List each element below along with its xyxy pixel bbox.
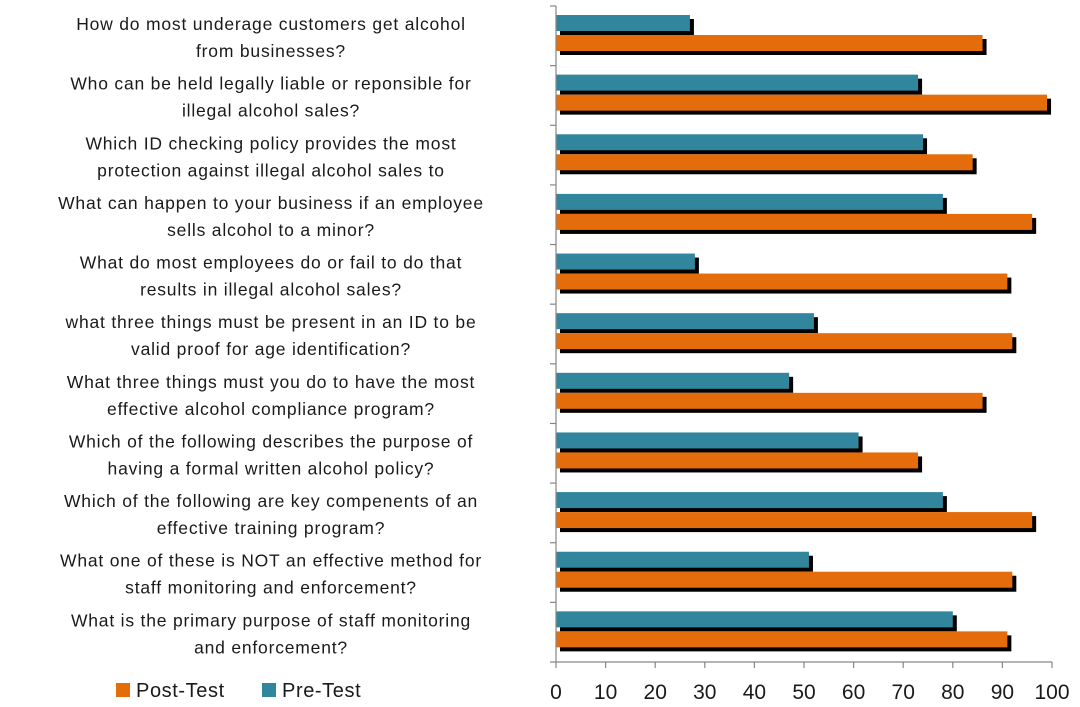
category-label: what three things must be present in an … bbox=[65, 312, 477, 332]
category-label: having a formal written alcohol policy? bbox=[108, 458, 435, 478]
post-test-bar bbox=[556, 452, 919, 469]
x-tick-label: 80 bbox=[941, 681, 964, 704]
category-label: from businesses? bbox=[196, 41, 346, 61]
pre-test-bar bbox=[556, 551, 809, 568]
x-axis: 0 10 20 30 40 50 60 70 80 90 100 bbox=[550, 5, 1070, 704]
pre-test-bar bbox=[556, 15, 690, 31]
category-label: illegal alcohol sales? bbox=[182, 101, 360, 121]
post-test-bar bbox=[556, 154, 973, 171]
legend-swatch bbox=[262, 683, 276, 697]
category-label: protection against illegal alcohol sales… bbox=[97, 160, 445, 180]
legend-swatch bbox=[116, 683, 130, 697]
category-label: sells alcohol to a minor? bbox=[167, 220, 375, 240]
post-test-bar bbox=[556, 631, 1008, 648]
legend-label: Pre-Test bbox=[282, 680, 361, 702]
pre-test-bar bbox=[556, 611, 953, 628]
legend-label: Post-Test bbox=[136, 680, 225, 702]
x-tick-label: 50 bbox=[792, 681, 815, 704]
category-label: staff monitoring and enforcement? bbox=[125, 578, 417, 598]
category-labels: How do most underage customers get alcoh… bbox=[58, 14, 484, 657]
post-test-bar bbox=[556, 333, 1013, 350]
category-label: effective training program? bbox=[157, 518, 385, 538]
post-test-bar bbox=[556, 213, 1033, 230]
bars bbox=[556, 15, 1052, 652]
category-label: Which of the following describes the pur… bbox=[69, 431, 473, 451]
pre-test-bar bbox=[556, 253, 695, 270]
post-test-bar bbox=[556, 273, 1008, 290]
pre-test-bar bbox=[556, 134, 924, 151]
post-test-bar bbox=[556, 35, 983, 51]
x-tick-label: 90 bbox=[991, 681, 1014, 704]
category-label: What three things must you do to have th… bbox=[67, 372, 475, 392]
x-tick-label: 10 bbox=[594, 681, 617, 704]
x-tick-label: 0 bbox=[550, 681, 562, 704]
x-tick-label: 40 bbox=[743, 681, 766, 704]
post-test-bar bbox=[556, 94, 1048, 111]
category-label: What is the primary purpose of staff mon… bbox=[71, 610, 471, 630]
x-tick-label: 20 bbox=[644, 681, 667, 704]
x-tick-label: 30 bbox=[693, 681, 716, 704]
post-test-bar bbox=[556, 392, 983, 409]
pre-test-bar bbox=[556, 74, 919, 91]
category-label: What do most employees do or fail to do … bbox=[80, 253, 462, 273]
pre-test-bar bbox=[556, 193, 943, 210]
category-label: Which ID checking policy provides the mo… bbox=[85, 133, 456, 153]
post-test-bar bbox=[556, 571, 1013, 588]
category-label: valid proof for age identification? bbox=[131, 339, 411, 359]
category-label: effective alcohol compliance program? bbox=[107, 399, 435, 419]
pre-test-bar bbox=[556, 372, 790, 389]
category-label: What can happen to your business if an e… bbox=[58, 193, 484, 213]
category-label: results in illegal alcohol sales? bbox=[140, 280, 402, 300]
x-tick-label: 100 bbox=[1034, 681, 1069, 704]
pre-test-bar bbox=[556, 492, 943, 509]
category-label: Which of the following are key compenent… bbox=[64, 491, 478, 511]
category-label: and enforcement? bbox=[194, 637, 348, 657]
legend: Post-Test Pre-Test bbox=[116, 680, 361, 702]
category-label: Who can be held legally liable or repons… bbox=[70, 74, 471, 94]
pre-test-bar bbox=[556, 313, 814, 330]
category-label: How do most underage customers get alcoh… bbox=[76, 14, 466, 34]
category-label: What one of these is NOT an effective me… bbox=[60, 551, 482, 571]
post-test-bar bbox=[556, 512, 1033, 529]
pre-test-bar bbox=[556, 432, 859, 449]
x-tick-label: 60 bbox=[842, 681, 865, 704]
x-tick-label: 70 bbox=[892, 681, 915, 704]
